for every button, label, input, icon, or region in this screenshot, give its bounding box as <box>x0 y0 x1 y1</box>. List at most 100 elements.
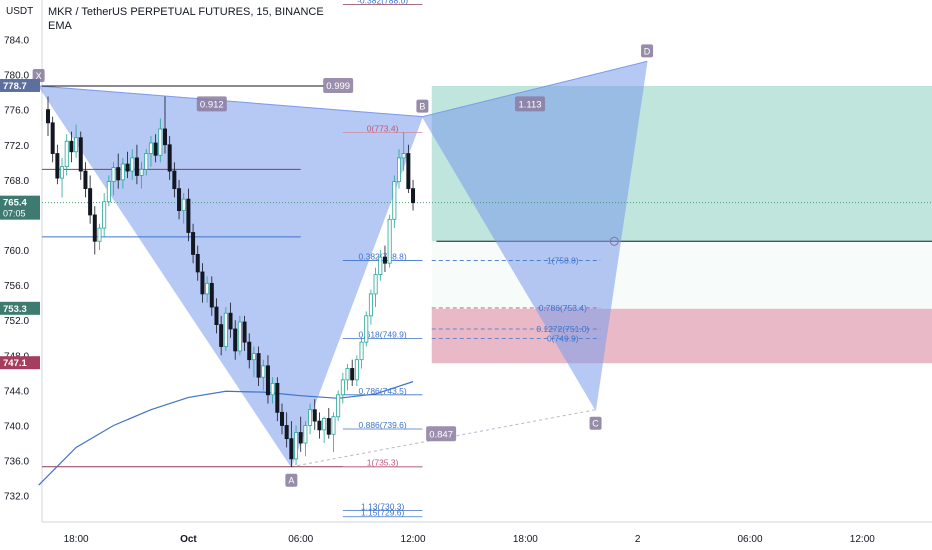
y-tick-label: 756.0 <box>4 281 29 292</box>
candle-body <box>251 353 256 361</box>
fib-level-label: 1.13(730.3) <box>361 502 405 512</box>
x-tick-label: 06:00 <box>737 534 762 545</box>
candle-body <box>186 198 191 233</box>
x-tick-label: 12:00 <box>401 534 426 545</box>
candle-body <box>284 425 289 440</box>
candle-body <box>69 140 74 153</box>
candle-body <box>279 411 284 426</box>
chart-header: MKR / TetherUS PERPETUAL FUTURES, 15, BI… <box>48 6 324 32</box>
ratio-label: 0.847 <box>429 429 453 440</box>
candle-body <box>88 188 93 216</box>
candle-body <box>177 188 182 211</box>
pattern-point-badge <box>416 99 429 113</box>
candle-body <box>102 201 107 229</box>
stop-zone <box>431 308 932 364</box>
candle-body <box>92 214 97 242</box>
candle-body <box>331 416 336 435</box>
candle-body <box>322 418 327 431</box>
candle-body <box>336 394 341 418</box>
pattern-point-badge <box>285 473 298 487</box>
ratio-badge <box>515 96 546 112</box>
indicator-label[interactable]: EMA <box>48 20 72 32</box>
x-tick-label: 2 <box>635 534 641 545</box>
candle-body <box>130 157 135 172</box>
projection-level-label: 0.1272(751.0) <box>536 324 589 334</box>
candle-body <box>312 409 317 422</box>
pattern-point-label: B <box>419 102 425 112</box>
candle-body <box>345 368 350 381</box>
y-tick-label: 772.0 <box>4 141 29 152</box>
ratio-badge <box>426 426 457 442</box>
candle-body <box>214 306 219 326</box>
price-badge <box>0 195 40 220</box>
candle-body <box>200 271 205 295</box>
fib-level-label: 0(773.4) <box>367 123 399 133</box>
y-tick-label: 776.0 <box>4 106 29 117</box>
symbol-title[interactable]: MKR / TetherUS PERPETUAL FUTURES, 15, BI… <box>48 6 324 18</box>
candle-body <box>172 170 177 190</box>
y-tick-label: 752.0 <box>4 316 29 327</box>
fib-level-label: 1(735.3) <box>367 458 399 468</box>
pattern-point-badge <box>589 416 602 430</box>
fib-level-label: 0.382(758.8) <box>359 252 407 262</box>
candle-body <box>111 167 116 183</box>
candle-body <box>116 167 121 181</box>
candle-body <box>191 232 196 255</box>
candle-body <box>162 128 167 146</box>
candle-body <box>350 368 355 381</box>
candle-body <box>50 122 55 154</box>
candle-body <box>364 315 369 343</box>
candle-body <box>368 293 373 317</box>
candle-body <box>265 365 270 396</box>
price-badge <box>0 78 40 92</box>
pattern-point-label: D <box>644 46 651 56</box>
xb-line <box>38 85 423 118</box>
candle-body <box>261 365 266 378</box>
candle-body <box>382 256 387 264</box>
pattern-point-badge <box>641 44 654 58</box>
fib-level-label: 0.618(749.9) <box>359 330 407 340</box>
y-tick-label: 744.0 <box>4 386 29 397</box>
candle-body <box>247 341 252 361</box>
price-badge-time: 07:05 <box>3 209 26 219</box>
candle-body <box>144 153 149 170</box>
candle-body <box>158 128 163 156</box>
candle-body <box>209 282 214 308</box>
candle-body <box>275 382 280 413</box>
projection-level-label: 1(758.8) <box>547 256 579 266</box>
y-tick-label: 768.0 <box>4 176 29 187</box>
y-tick-label: 732.0 <box>4 492 29 503</box>
candle-body <box>359 341 364 361</box>
fib-level-label: 0.786(743.5) <box>359 386 407 396</box>
x-tick-label: 06:00 <box>288 534 313 545</box>
candle-body <box>153 142 158 156</box>
fib-level-label: 1.15(729.6) <box>361 508 405 518</box>
candle-body <box>387 218 392 264</box>
candle-body <box>406 153 411 190</box>
candle-body <box>78 137 83 172</box>
candle-body <box>270 382 275 396</box>
candle-body <box>106 181 111 203</box>
price-badge-label: 778.7 <box>3 81 27 92</box>
candle-body <box>60 166 65 179</box>
candle-body <box>378 256 383 275</box>
candle-body <box>317 420 322 431</box>
y-tick-label: 784.0 <box>4 35 29 46</box>
candle-body <box>326 418 331 435</box>
price-badge-label: 765.4 <box>3 198 27 209</box>
pattern-point-label: X <box>36 71 42 81</box>
axis-unit-label: USDT <box>6 6 34 17</box>
candle-body <box>340 379 345 396</box>
y-tick-label: 780.0 <box>4 71 29 82</box>
candle-body <box>373 274 378 295</box>
candle-body <box>195 254 200 273</box>
candle-body <box>181 198 186 211</box>
candle-body <box>392 181 397 220</box>
candle-body <box>120 163 125 181</box>
x-tick-label: 18:00 <box>513 534 538 545</box>
candle-body <box>237 321 242 352</box>
fib-level-label: 0.886(739.6) <box>359 420 407 430</box>
xab-triangle <box>37 85 424 468</box>
candle-body <box>148 142 153 154</box>
